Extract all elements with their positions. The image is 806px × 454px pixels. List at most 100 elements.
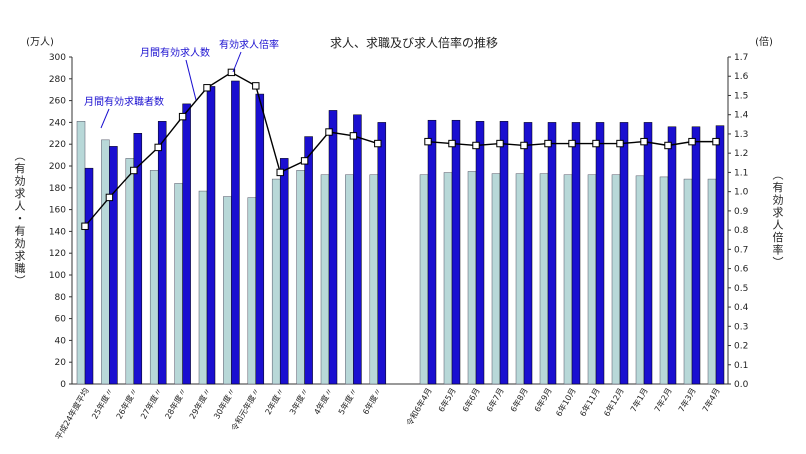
bar-jobseekers-monthly xyxy=(467,171,477,385)
bar-jobseekers-annual xyxy=(223,196,232,385)
bar-jobseekers-monthly xyxy=(659,176,669,385)
bar-openings-annual xyxy=(279,158,289,385)
x-tick-label-monthly: 7年3月 xyxy=(676,386,698,414)
right-tick-label: 0.3 xyxy=(734,322,748,332)
bar-openings-monthly xyxy=(667,126,677,385)
bar-openings-monthly xyxy=(619,122,629,385)
bar-openings-monthly xyxy=(427,119,437,385)
x-tick-label-monthly: 7年4月 xyxy=(700,386,722,414)
right-axis-label-char: 率 xyxy=(773,242,784,256)
ratio-marker-monthly xyxy=(616,139,624,148)
right-axis-label-char: 求 xyxy=(773,206,784,219)
annotation-openings-leader xyxy=(185,59,197,101)
right-axis-label-char: 倍 xyxy=(773,230,784,244)
bar-jobseekers-annual xyxy=(101,139,110,385)
ratio-marker-monthly xyxy=(472,141,480,150)
bar-openings-monthly xyxy=(715,125,725,385)
bar-openings-monthly xyxy=(451,119,461,385)
annotation-ratio: 有効求人倍率 xyxy=(219,38,279,51)
right-tick-label: 0.5 xyxy=(734,284,748,294)
ratio-marker-annual xyxy=(276,168,284,177)
right-tick-label: 0.0 xyxy=(734,380,749,390)
right-axis-label-char: 人 xyxy=(773,218,784,231)
annotation-ratio-leader xyxy=(232,51,242,73)
right-tick-label: 1.5 xyxy=(734,91,748,101)
bar-openings-monthly xyxy=(475,121,485,385)
bar-openings-annual xyxy=(182,103,191,385)
ratio-marker-monthly xyxy=(712,137,720,146)
bar-jobseekers-monthly xyxy=(611,174,621,385)
x-tick-label-annual: 29年度〃 xyxy=(187,386,213,421)
x-tick-label-annual: 3年度〃 xyxy=(287,386,310,416)
right-tick-label: 1.0 xyxy=(734,188,749,198)
ratio-marker-annual xyxy=(81,222,89,230)
bar-openings-monthly xyxy=(523,122,533,385)
x-tick-label-monthly: 6年9月 xyxy=(532,386,554,414)
right-tick-label: 0.2 xyxy=(734,342,748,352)
left-tick-label: 160 xyxy=(49,206,66,216)
x-tick-label-annual: 27年度〃 xyxy=(138,386,164,421)
bar-openings-annual xyxy=(304,136,313,385)
right-tick-label: 0.7 xyxy=(734,245,748,255)
right-tick-label: 1.7 xyxy=(734,53,748,63)
bar-openings-annual xyxy=(231,80,240,385)
x-tick-label-annual: 28年度〃 xyxy=(163,386,189,421)
ratio-marker-monthly xyxy=(520,141,528,150)
left-tick-label: 280 xyxy=(49,75,66,85)
left-tick-label: 220 xyxy=(49,140,66,150)
right-axis-label: ︵有効求人倍率︶ xyxy=(773,168,784,269)
left-tick-label: 100 xyxy=(49,271,66,281)
ratio-marker-annual xyxy=(154,143,162,152)
bar-openings-annual xyxy=(157,121,167,385)
ratio-marker-annual xyxy=(227,68,236,77)
x-tick-label-monthly: 6年12月 xyxy=(601,386,625,418)
bar-openings-annual xyxy=(377,122,387,385)
ratio-marker-monthly xyxy=(592,139,600,148)
left-tick-label: 300 xyxy=(49,53,66,63)
right-axis-label-char: 有 xyxy=(773,180,784,194)
ratio-marker-monthly xyxy=(688,137,696,146)
right-tick-label: 0.6 xyxy=(734,265,749,275)
bar-jobseekers-monthly xyxy=(707,178,717,385)
right-tick-label: 1.3 xyxy=(734,130,748,140)
bar-jobseekers-annual xyxy=(320,174,330,385)
ratio-marker-annual xyxy=(105,193,114,202)
bar-jobseekers-monthly xyxy=(515,173,525,385)
bar-openings-monthly xyxy=(643,122,653,385)
left-axis-label-char: ︶ xyxy=(15,275,26,288)
left-axis-label-char: ・ xyxy=(15,212,26,225)
x-tick-label-annual: 平成24年度平均 xyxy=(53,386,91,441)
bar-openings-annual xyxy=(109,146,118,385)
bar-jobseekers-monthly xyxy=(563,174,573,385)
x-tick-label-annual: 5年度〃 xyxy=(336,386,359,416)
bar-jobseekers-monthly xyxy=(683,178,693,385)
ratio-marker-annual xyxy=(252,82,260,90)
x-tick-label-monthly: 6年10月 xyxy=(553,386,577,418)
ratio-marker-annual xyxy=(178,112,187,121)
ratio-marker-monthly xyxy=(640,137,648,146)
left-axis-label-char: 効 xyxy=(15,236,26,250)
right-tick-label: 1.2 xyxy=(734,149,748,159)
left-tick-label: 240 xyxy=(49,118,66,128)
ratio-marker-annual xyxy=(130,166,138,175)
bar-openings-monthly xyxy=(499,121,509,385)
bar-openings-monthly xyxy=(691,126,701,385)
left-tick-label: 120 xyxy=(49,249,66,259)
annotation-jobseekers-leader xyxy=(100,108,110,129)
bar-openings-annual xyxy=(255,93,265,385)
bar-jobseekers-monthly xyxy=(587,174,597,385)
bar-openings-monthly xyxy=(595,122,605,385)
right-tick-label: 0.1 xyxy=(734,361,748,371)
bar-jobseekers-monthly xyxy=(635,175,645,385)
right-axis-label-char: 効 xyxy=(773,192,784,206)
bar-jobseekers-monthly xyxy=(539,173,549,385)
bar-jobseekers-monthly xyxy=(443,172,453,385)
left-axis-label-char: 有 xyxy=(15,224,26,238)
left-axis-label-char: ︵ xyxy=(15,150,26,163)
left-tick-label: 40 xyxy=(55,336,67,346)
left-tick-label: 260 xyxy=(49,97,66,107)
x-tick-label-annual: 4年度〃 xyxy=(312,386,335,416)
x-tick-label-monthly: 6年8月 xyxy=(508,386,530,414)
left-axis-label-char: 人 xyxy=(15,200,26,213)
